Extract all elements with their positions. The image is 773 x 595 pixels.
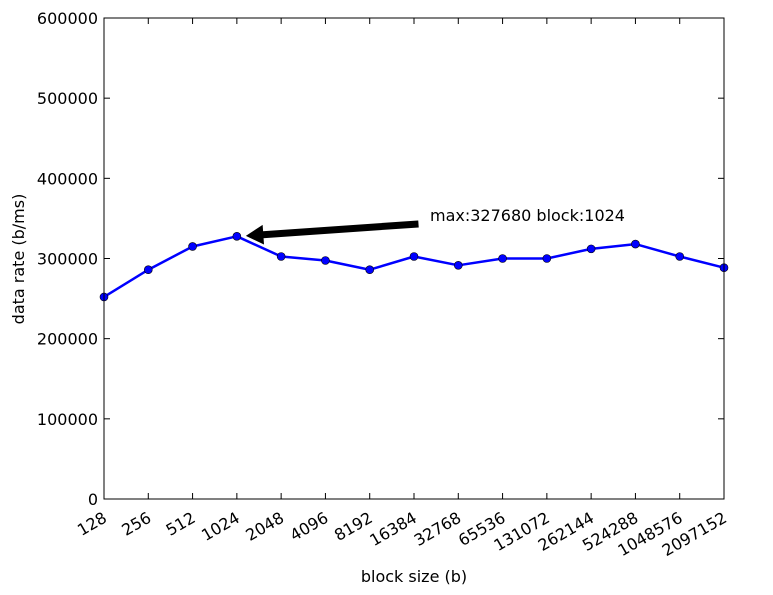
x-tick-label: 128 <box>74 508 110 540</box>
x-axis-label: block size (b) <box>361 567 467 586</box>
x-tick-label: 1024 <box>198 508 243 545</box>
y-tick-label: 400000 <box>37 169 98 188</box>
data-point <box>542 254 552 263</box>
data-point <box>143 265 153 275</box>
data-point <box>365 265 375 275</box>
plot-frame <box>103 17 725 500</box>
data-point <box>232 232 242 241</box>
data-point <box>409 252 419 261</box>
data-point <box>321 256 330 265</box>
x-tick-label: 16384 <box>366 508 420 550</box>
y-tick-label: 100000 <box>37 410 98 429</box>
data-point <box>631 239 640 249</box>
data-point <box>453 261 463 270</box>
data-point <box>586 244 596 254</box>
x-tick-label: 2048 <box>242 508 287 545</box>
annotation-text: max:327680 block:1024 <box>430 206 625 225</box>
x-tick-label: 4096 <box>287 508 332 545</box>
data-point <box>675 252 685 261</box>
y-tick-label: 200000 <box>37 330 98 349</box>
y-tick-label: 600000 <box>37 9 98 28</box>
x-tick-label: 256 <box>118 508 154 540</box>
x-tick-label: 512 <box>163 508 199 540</box>
y-axis-label: data rate (b/ms) <box>9 194 28 325</box>
y-tick-label: 300000 <box>37 250 98 269</box>
data-point <box>188 242 197 251</box>
series-line <box>103 235 725 299</box>
y-tick-label: 500000 <box>37 89 98 108</box>
x-tick-label: 32768 <box>411 508 465 550</box>
annotation-arrow <box>245 220 419 245</box>
data-point <box>276 252 286 261</box>
data-point <box>498 254 507 263</box>
y-tick-label: 0 <box>88 490 98 509</box>
